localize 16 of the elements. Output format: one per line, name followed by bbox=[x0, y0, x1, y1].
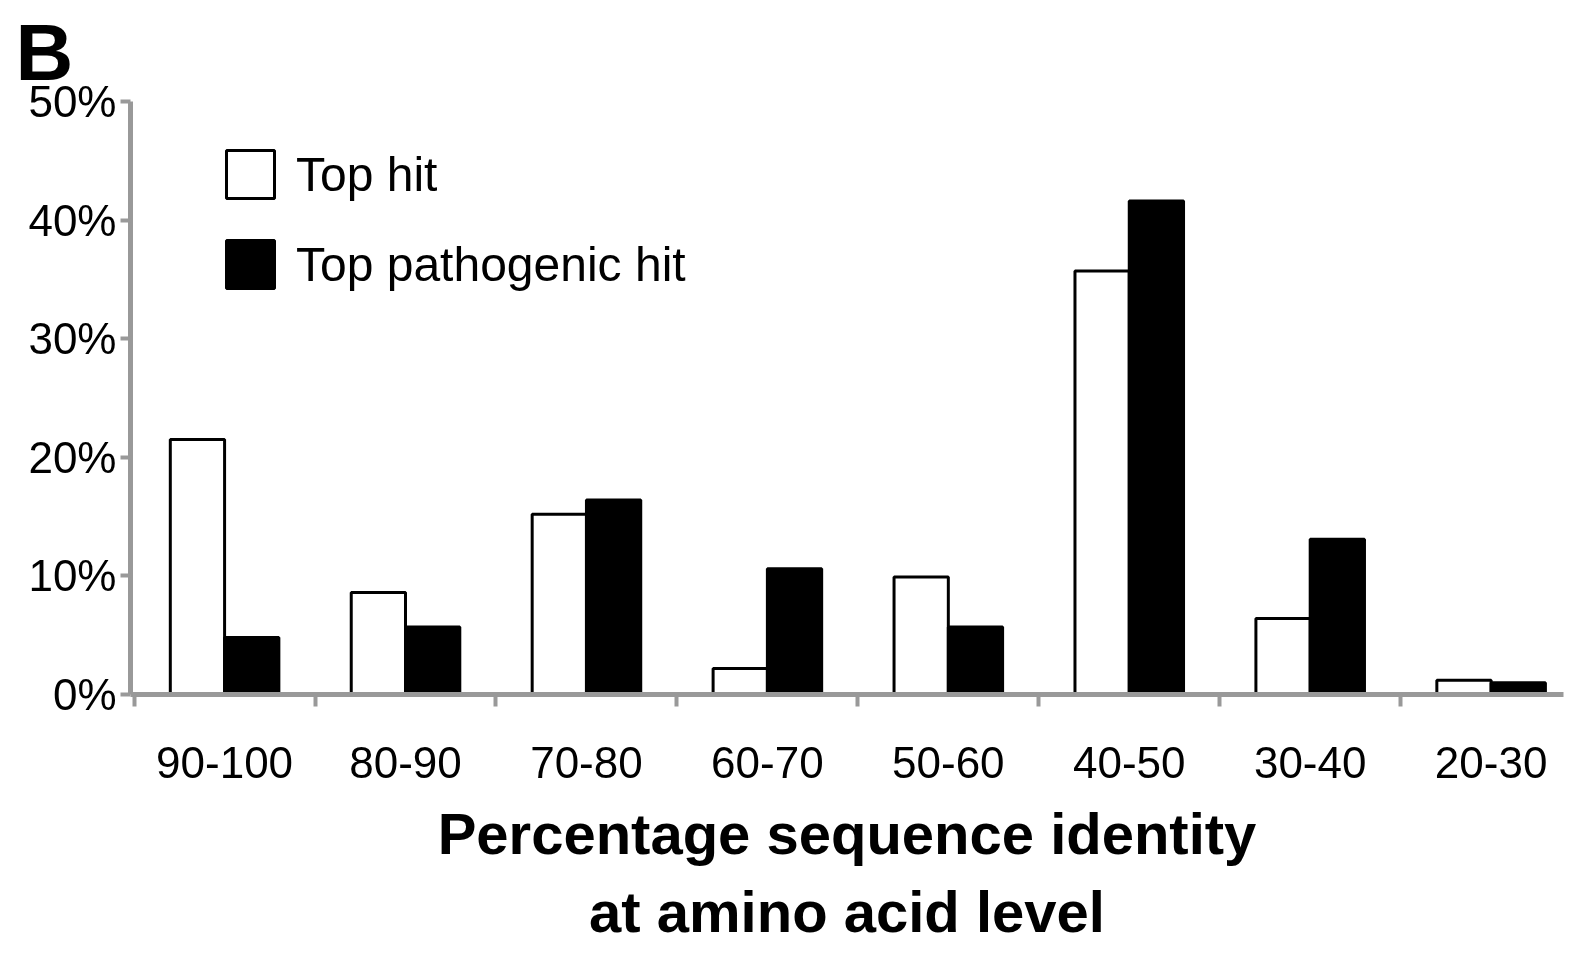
x-tick-label: 90-100 bbox=[156, 737, 294, 787]
legend-label: Top hit bbox=[296, 146, 438, 202]
x-tick-label: 80-90 bbox=[349, 737, 462, 787]
x-tick-label: 60-70 bbox=[711, 737, 824, 787]
x-tick-label: 70-80 bbox=[530, 737, 643, 787]
y-tick-label: 10% bbox=[28, 551, 117, 601]
y-tick-label: 30% bbox=[28, 314, 117, 364]
y-tick-label: 20% bbox=[28, 432, 117, 482]
x-tick-label: 40-50 bbox=[1072, 737, 1186, 787]
y-tick-label: 40% bbox=[28, 195, 117, 245]
y-tick-label: 0% bbox=[52, 670, 117, 719]
x-tick-label: 20-30 bbox=[1434, 737, 1548, 787]
x-tick-label: 50-60 bbox=[892, 737, 1005, 787]
legend-label: Top pathogenic hit bbox=[296, 236, 686, 292]
x-tick-label: 30-40 bbox=[1253, 737, 1367, 787]
x-axis-title: Percentage sequence identity at amino acid level bbox=[437, 800, 1257, 944]
